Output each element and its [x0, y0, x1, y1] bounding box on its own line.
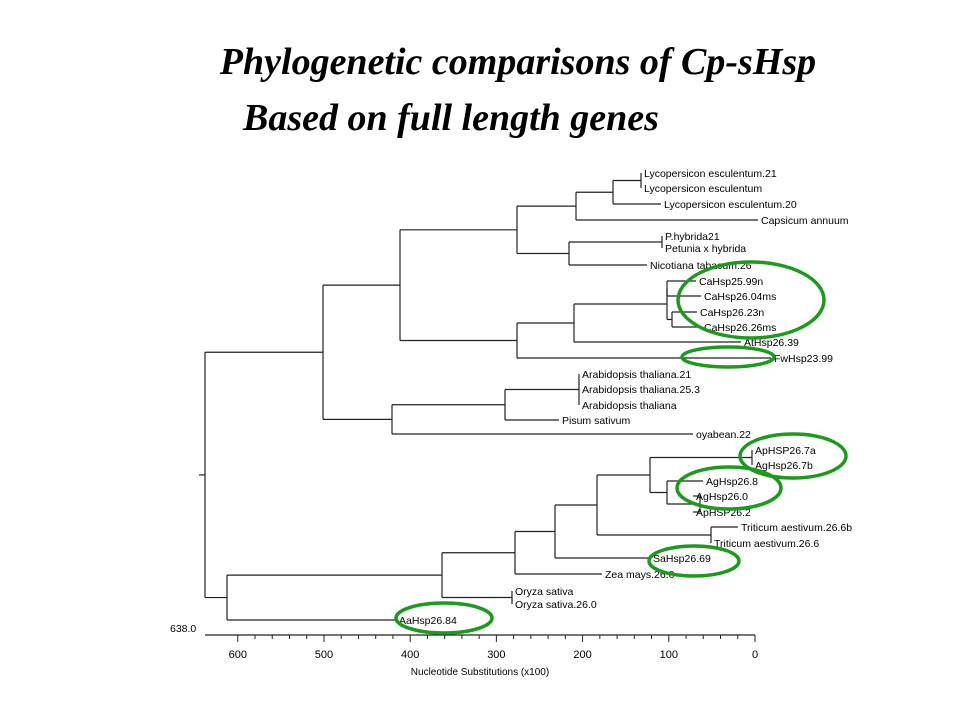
taxon-label: AaHsp26.84 [399, 615, 457, 627]
axis-tick-label: 400 [401, 649, 419, 661]
taxon-label: Oryza sativa.26.0 [515, 599, 597, 611]
root-label: 638.0 [170, 623, 196, 635]
tree-branches [199, 173, 771, 621]
highlight-ca-group [676, 260, 826, 340]
taxon-label: CaHsp25.99n [699, 276, 763, 288]
taxon-label: AgHsp26.8 [706, 476, 758, 488]
taxon-label: Pisum sativum [562, 415, 631, 427]
highlight-sahsp [647, 544, 741, 578]
axis-label: Nucleotide Substitutions (x100) [411, 667, 549, 678]
axis-tick-label: 300 [487, 649, 505, 661]
highlight-fwhsp [680, 345, 776, 369]
taxon-label: CaHsp26.26ms [704, 322, 776, 334]
taxon-label: Petunia x hybrida [665, 243, 746, 255]
taxon-label: Triticum aestivum.26.6 [714, 538, 819, 550]
taxon-label: Lycopersicon esculentum.20 [664, 199, 797, 211]
highlight-ap-group [738, 432, 848, 480]
taxon-label: CaHsp26.04ms [704, 291, 776, 303]
axis-tick-label: 100 [660, 649, 678, 661]
title-line-2: Based on full length genes [243, 97, 659, 139]
taxon-label: Triticum aestivum.26.6b [741, 522, 852, 534]
taxon-label: Lycopersicon esculentum [644, 183, 762, 195]
taxon-label: AgHsp26.0 [696, 491, 748, 503]
taxon-label: Lycopersicon esculentum.21 [644, 168, 777, 180]
highlight-aahsp [394, 601, 494, 635]
taxon-label: Oryza sativa [515, 586, 574, 598]
axis: 600 500 400 300 200 100 0 [205, 634, 758, 661]
title-line-1: Phylogenetic comparisons of Cp-sHsp [219, 41, 817, 83]
taxon-label: Capsicum annuum [761, 215, 849, 227]
taxon-label: Zea mays.26.0 [605, 569, 675, 581]
axis-tick-label: 200 [573, 649, 591, 661]
taxon-label: Arabidopsis thaliana.25.3 [582, 384, 700, 396]
highlight-ag-group [675, 465, 783, 511]
taxon-labels: Lycopersicon esculentum.21 Lycopersicon e… [399, 168, 852, 627]
taxon-label: SaHsp26.69 [653, 553, 711, 565]
taxon-label: P.hybrida21 [665, 231, 720, 243]
taxon-label: AgHsp26.7b [755, 460, 813, 472]
axis-tick-label: 600 [229, 649, 247, 661]
taxon-label: AtHsp26.39 [744, 337, 799, 349]
taxon-label: Arabidopsis thaliana [582, 400, 677, 412]
taxon-label: ApHSP26.7a [755, 445, 816, 457]
axis-tick-label: 500 [315, 649, 333, 661]
taxon-label: CaHsp26.23n [700, 307, 764, 319]
axis-tick-label: 0 [752, 649, 758, 661]
taxon-label: Arabidopsis thaliana.21 [582, 369, 691, 381]
taxon-label: oyabean.22 [696, 429, 751, 441]
highlight-circles [394, 260, 848, 635]
taxon-label: FwHsp23.99 [774, 353, 833, 365]
